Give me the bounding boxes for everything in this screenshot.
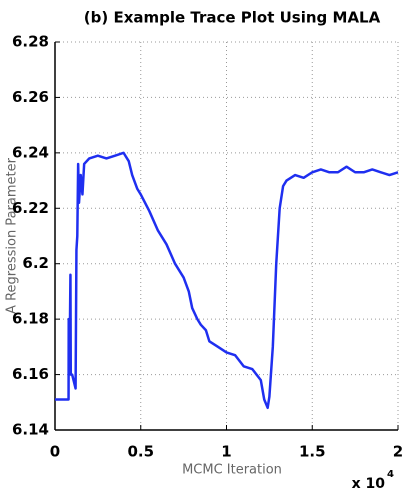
y-tick-label: 6.14 xyxy=(12,421,49,439)
y-tick-label: 6.2 xyxy=(22,254,49,272)
x-tick-label: 1.5 xyxy=(299,443,326,461)
chart-title: (b) Example Trace Plot Using MALA xyxy=(84,9,381,27)
x-tick-label: 0 xyxy=(50,443,60,461)
x-tick-label: 2 xyxy=(393,443,403,461)
x-axis-label: MCMC Iteration xyxy=(182,463,282,478)
y-tick-label: 6.16 xyxy=(12,365,49,383)
y-tick-label: 6.26 xyxy=(12,88,49,106)
y-tick-label: 6.18 xyxy=(12,310,49,328)
y-axis-label: A Regression Parameter xyxy=(5,157,20,314)
trace-line xyxy=(55,151,399,410)
x-exponent: 4 xyxy=(387,469,394,480)
x-tick-label: 0.5 xyxy=(127,443,154,461)
x-tick-label: 1 xyxy=(221,443,231,461)
y-tick-label: 6.22 xyxy=(12,199,49,217)
x-multiplier: x 10 xyxy=(352,476,386,491)
y-tick-label: 6.28 xyxy=(12,33,49,51)
y-tick-label: 6.24 xyxy=(12,143,49,161)
